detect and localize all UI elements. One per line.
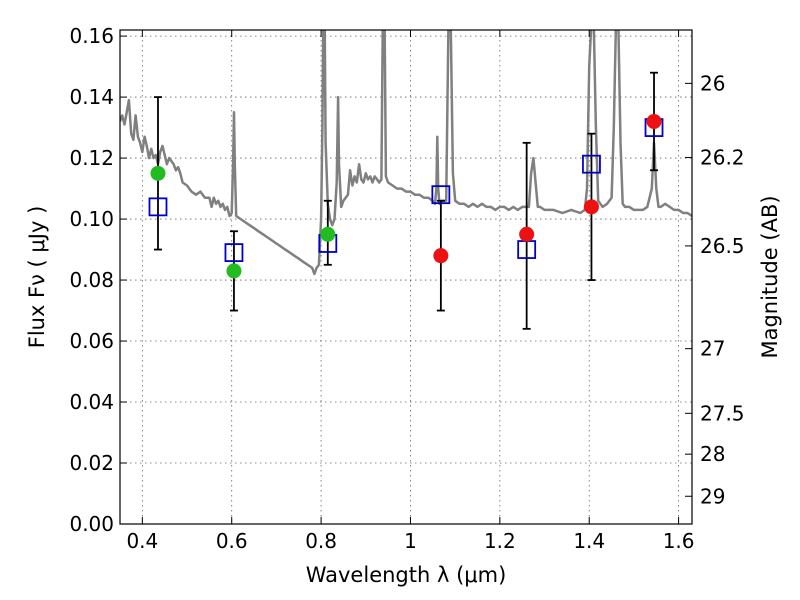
y-tick-label: 0.12 (69, 146, 114, 170)
y-tick-label: 0.14 (69, 85, 114, 109)
y2-tick-label: 27.5 (700, 401, 745, 425)
y-tick-label: 0.16 (69, 24, 114, 48)
y2-axis-label: Magnitude (AB) (758, 195, 782, 358)
x-tick-label: 0.6 (216, 529, 248, 553)
y-tick-label: 0.06 (69, 329, 114, 353)
x-axis-label: Wavelength λ (μm) (306, 563, 507, 587)
observed-point-marker (646, 113, 662, 129)
model-square-marker (224, 243, 244, 263)
model-square-marker (431, 185, 451, 205)
x-tick-label: 1.2 (484, 529, 516, 553)
observed-point-marker (519, 226, 535, 242)
axis-ticks: 0.4 0.6 0.8 1 1.2 1.4 1.6 0.00 0.02 0.04 0.06 0.08 0… (69, 24, 744, 553)
plot-area (120, 30, 692, 330)
x-tick-label: 1 (404, 529, 417, 553)
y2-tick-label: 27 (700, 337, 725, 361)
observed-point-marker (433, 248, 449, 264)
observed-point-marker (150, 165, 166, 181)
grid-lines (120, 30, 692, 525)
plot-frame (119, 29, 693, 525)
y-tick-label: 0.08 (69, 268, 114, 292)
model-square-marker (148, 197, 168, 217)
y-tick-label: 0.00 (69, 512, 114, 536)
observed-point-marker (320, 226, 336, 242)
observed-point-marker (226, 263, 242, 279)
y-axis-label: Flux Fν ( μJy ) (25, 206, 49, 349)
x-tick-label: 1.6 (663, 529, 695, 553)
y-tick-label: 0.02 (69, 451, 114, 475)
x-tick-label: 1.4 (573, 529, 605, 553)
x-tick-label: 0.4 (126, 529, 158, 553)
y2-tick-label: 26 (700, 71, 725, 95)
y-tick-label: 0.04 (69, 390, 114, 414)
y2-tick-label: 28 (700, 442, 725, 466)
y-tick-label: 0.10 (69, 207, 114, 231)
y2-tick-label: 26.2 (700, 145, 745, 169)
y2-tick-label: 29 (700, 484, 725, 508)
y2-tick-label: 26.5 (700, 234, 745, 258)
model-spectrum-line (120, 30, 692, 276)
model-square-marker (582, 154, 601, 174)
observed-point-marker (583, 199, 599, 215)
x-tick-label: 0.8 (305, 529, 337, 553)
